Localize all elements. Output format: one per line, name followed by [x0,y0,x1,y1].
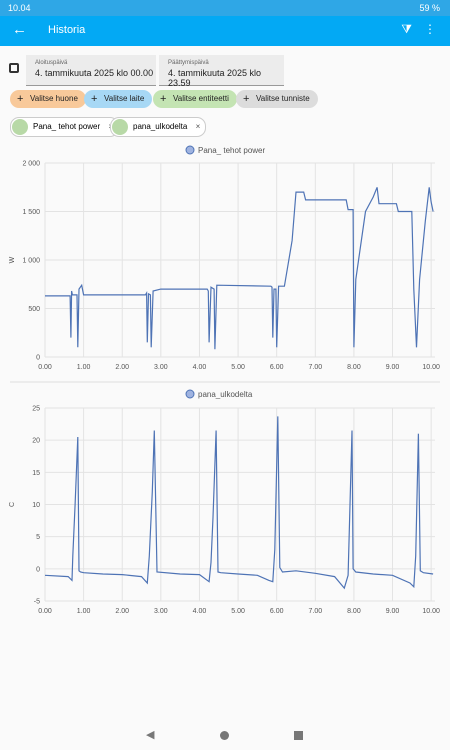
y-axis-label: W [9,256,16,263]
x-tick-label: 4.00 [193,364,207,371]
x-tick-label: 10.00 [422,608,440,615]
x-tick-label: 3.00 [154,364,168,371]
status-bar: 10.04 59 % [0,0,450,16]
picker-chip[interactable]: + Valitse huone [10,90,86,108]
selected-chip[interactable]: pana_ulkodelta × [110,117,207,137]
charts: 0 500 1 000 1 500 2 000 0.00 1.00 2.00 3.00 4.00 5… [9,145,440,615]
y-tick-label: 2 000 [22,161,40,168]
start-date[interactable]: Aloituspäivä 4. tammikuuta 2025 klo 00.00 [26,55,156,86]
end-value: 4. tammikuuta 2025 klo 23.59 [168,68,262,88]
start-value: 4. tammikuuta 2025 klo 00.00 [35,68,154,78]
picker-label: Valitse laite [104,94,145,103]
app-title: Historia [48,24,86,36]
x-tick-label: 6.00 [270,364,284,371]
app-bar: ← Historia ⧩ ⋮ [0,16,450,46]
data-line [45,187,434,350]
y-tick-label: 15 [32,470,40,477]
picker-label: Valitse entiteetti [173,94,229,103]
back-button[interactable]: ← [12,21,27,38]
legend-swatch [185,389,195,399]
x-tick-label: 1.00 [77,364,91,371]
x-tick-label: 0.00 [38,608,52,615]
x-tick-label: 5.00 [231,364,245,371]
x-tick-label: 9.00 [386,364,400,371]
remove-button[interactable]: × [195,122,201,131]
calendar-icon[interactable] [9,63,19,73]
picker-chip[interactable]: + Valitse tunniste [236,90,318,108]
filter-button[interactable]: ⧩ [401,22,412,36]
legend-label: pana_ulkodelta [198,390,253,399]
clock: 10.04 [8,3,31,13]
selected-chip[interactable]: Pana_ tehot power× [10,117,120,137]
nav-back[interactable]: ◀ [146,729,155,741]
chip-icon [12,119,28,135]
y-tick-label: 20 [32,438,40,445]
battery: 59 % [419,3,440,13]
selected-label: Pana_ tehot power [33,122,101,131]
y-tick-label: 1 500 [22,209,40,216]
data-line [44,416,434,590]
x-tick-label: 2.00 [115,608,129,615]
x-tick-label: 0.00 [38,364,52,371]
nav-recent[interactable] [294,731,303,740]
nav-home[interactable] [220,731,229,740]
y-tick-label: 0 [36,566,40,573]
y-tick-label: 5 [36,534,40,541]
y-tick-label: 10 [32,502,40,509]
y-tick-label: 0 [36,355,40,362]
picker-chip[interactable]: + Valitse entiteetti [153,90,237,108]
x-tick-label: 10.00 [422,364,440,371]
x-tick-label: 2.00 [115,364,129,371]
x-tick-label: 5.00 [231,608,245,615]
chip-icon [112,119,128,135]
end-date[interactable]: Päättymispäivä 4. tammikuuta 2025 klo 23.… [159,55,284,88]
selected-label: pana_ulkodelta [133,122,188,131]
y-tick-label: 1 000 [22,258,40,265]
picker-label: Valitse tunniste [256,94,310,103]
menu-button[interactable]: ⋮ [424,22,436,36]
x-tick-label: 8.00 [347,364,361,371]
start-label: Aloituspäivä [35,60,68,66]
y-tick-label: -5 [34,599,40,606]
x-tick-label: 6.00 [270,608,284,615]
end-label: Päättymispäivä [168,60,209,66]
x-tick-label: 1.00 [77,608,91,615]
legend-label: Pana_ tehot power [198,146,265,155]
x-tick-label: 3.00 [154,608,168,615]
x-tick-label: 4.00 [193,608,207,615]
nav-bar: ◀ [0,722,450,750]
picker-label: Valitse huone [30,94,78,103]
x-tick-label: 7.00 [308,364,322,371]
legend-swatch [185,145,195,155]
y-tick-label: 25 [32,406,40,413]
x-tick-label: 8.00 [347,608,361,615]
y-tick-label: 500 [28,306,40,313]
y-axis-label: C [9,502,16,507]
x-tick-label: 7.00 [308,608,322,615]
picker-chip[interactable]: + Valitse laite [84,90,153,108]
x-tick-label: 9.00 [386,608,400,615]
